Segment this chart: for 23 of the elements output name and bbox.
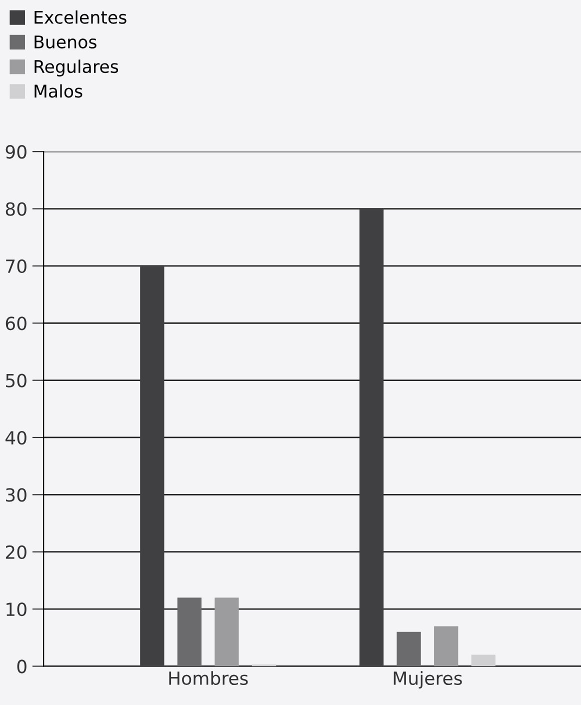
bar [396, 632, 421, 666]
y-tick-label: 50 [6, 374, 26, 388]
y-tick-label: 0 [17, 660, 26, 674]
bar [471, 654, 496, 666]
y-tick-label: 70 [6, 259, 26, 274]
y-tick-label: 20 [6, 545, 26, 559]
bar [177, 598, 202, 666]
y-tick-label: 30 [6, 488, 26, 502]
y-tick-label: 90 [6, 145, 26, 159]
legend-label: Buenos [34, 36, 96, 48]
y-tick-label: 80 [6, 202, 26, 216]
x-tick-label: Hombres [169, 671, 248, 686]
y-tick-label: 10 [6, 602, 26, 616]
legend-label: Excelentes [34, 10, 126, 24]
bar [359, 208, 384, 666]
bar [434, 626, 458, 666]
y-tick-label: 40 [6, 430, 26, 445]
bar [214, 598, 239, 666]
y-tick-label: 60 [6, 316, 26, 330]
bar [140, 266, 164, 666]
x-tick-label: Mujeres [394, 671, 462, 689]
legend-label: Malos [34, 84, 82, 98]
legend-label: Regulares [34, 60, 118, 76]
